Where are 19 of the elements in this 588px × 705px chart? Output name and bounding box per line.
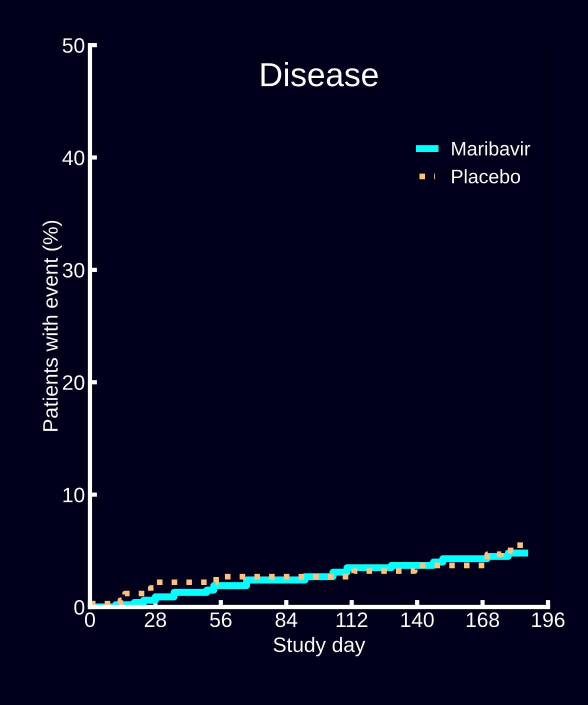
y-tick-label: 50 [62,38,84,53]
x-tick-label: 56 [210,612,232,628]
x-tick-label: 84 [276,612,298,628]
y-tick-label: 20 [62,375,84,390]
y-tick-label: 10 [64,488,84,502]
x-tick-label: 140 [401,612,434,628]
chart-title: Disease [262,62,378,86]
y-tick-label: 0 [74,600,84,615]
x-tick-label: 168 [466,612,500,628]
legend-label: Maribavir [452,141,530,156]
legend-label: Placebo [452,169,520,184]
y-axis-title: Patients with event (%) [42,220,62,431]
y-tick-label: 30 [62,262,84,278]
y-tick-label: 40 [62,150,84,166]
x-axis-title: Study day [274,636,366,656]
x-tick-label: 28 [144,612,166,628]
x-tick-label: 112 [336,612,368,627]
x-tick-label: 196 [532,612,564,628]
x-tick-label: 0 [84,612,95,628]
